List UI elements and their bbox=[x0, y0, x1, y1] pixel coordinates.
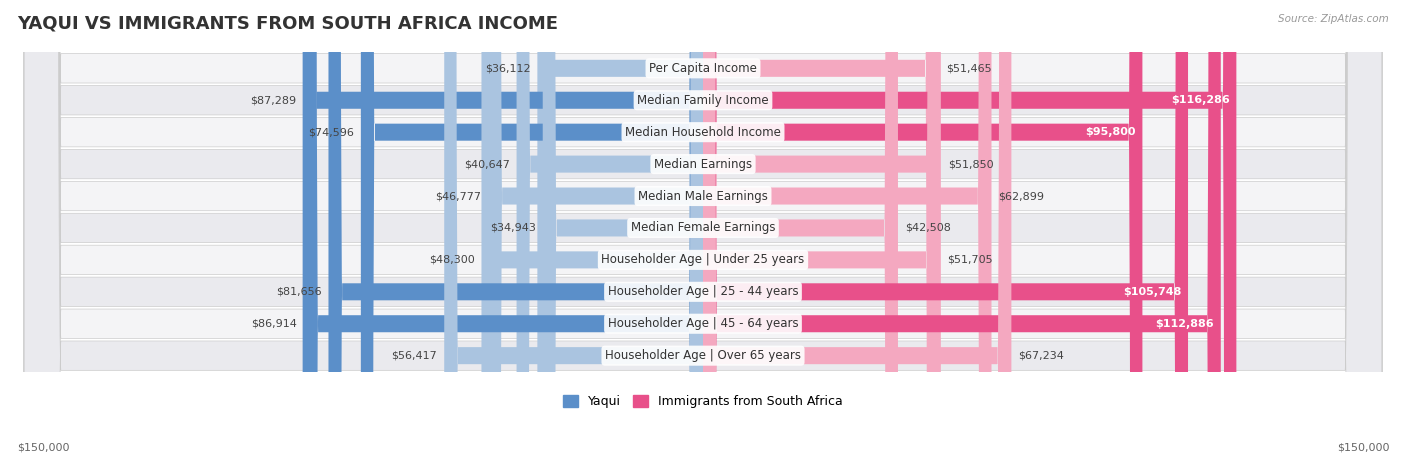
Text: $74,596: $74,596 bbox=[308, 127, 354, 137]
Text: Median Earnings: Median Earnings bbox=[654, 157, 752, 170]
Text: $87,289: $87,289 bbox=[250, 95, 295, 105]
Text: $42,508: $42,508 bbox=[905, 223, 950, 233]
FancyBboxPatch shape bbox=[444, 0, 703, 467]
FancyBboxPatch shape bbox=[703, 0, 1188, 467]
Text: Householder Age | Over 65 years: Householder Age | Over 65 years bbox=[605, 349, 801, 362]
Text: $116,286: $116,286 bbox=[1171, 95, 1229, 105]
Text: Median Female Earnings: Median Female Earnings bbox=[631, 221, 775, 234]
Legend: Yaqui, Immigrants from South Africa: Yaqui, Immigrants from South Africa bbox=[558, 390, 848, 413]
Text: Per Capita Income: Per Capita Income bbox=[650, 62, 756, 75]
FancyBboxPatch shape bbox=[703, 0, 939, 467]
Text: $150,000: $150,000 bbox=[1337, 443, 1389, 453]
FancyBboxPatch shape bbox=[24, 0, 1382, 467]
Text: Median Household Income: Median Household Income bbox=[626, 126, 780, 139]
Text: $62,899: $62,899 bbox=[998, 191, 1045, 201]
Text: $67,234: $67,234 bbox=[1018, 351, 1064, 361]
FancyBboxPatch shape bbox=[516, 0, 703, 467]
FancyBboxPatch shape bbox=[703, 0, 1011, 467]
FancyBboxPatch shape bbox=[703, 0, 1236, 467]
Text: $51,705: $51,705 bbox=[948, 255, 993, 265]
FancyBboxPatch shape bbox=[24, 0, 1382, 467]
Text: YAQUI VS IMMIGRANTS FROM SOUTH AFRICA INCOME: YAQUI VS IMMIGRANTS FROM SOUTH AFRICA IN… bbox=[17, 14, 558, 32]
FancyBboxPatch shape bbox=[24, 0, 1382, 467]
FancyBboxPatch shape bbox=[24, 0, 1382, 467]
FancyBboxPatch shape bbox=[703, 0, 941, 467]
FancyBboxPatch shape bbox=[304, 0, 703, 467]
FancyBboxPatch shape bbox=[329, 0, 703, 467]
FancyBboxPatch shape bbox=[488, 0, 703, 467]
Text: $34,943: $34,943 bbox=[489, 223, 536, 233]
FancyBboxPatch shape bbox=[24, 0, 1382, 467]
Text: $40,647: $40,647 bbox=[464, 159, 510, 169]
Text: Householder Age | 45 - 64 years: Householder Age | 45 - 64 years bbox=[607, 317, 799, 330]
FancyBboxPatch shape bbox=[703, 0, 1143, 467]
Text: Householder Age | Under 25 years: Householder Age | Under 25 years bbox=[602, 254, 804, 266]
Text: $46,777: $46,777 bbox=[436, 191, 482, 201]
FancyBboxPatch shape bbox=[481, 0, 703, 467]
FancyBboxPatch shape bbox=[703, 0, 941, 467]
FancyBboxPatch shape bbox=[543, 0, 703, 467]
Text: Median Family Income: Median Family Income bbox=[637, 94, 769, 107]
Text: $81,656: $81,656 bbox=[276, 287, 322, 297]
Text: $86,914: $86,914 bbox=[252, 319, 298, 329]
FancyBboxPatch shape bbox=[703, 0, 991, 467]
Text: Median Male Earnings: Median Male Earnings bbox=[638, 190, 768, 203]
FancyBboxPatch shape bbox=[361, 0, 703, 467]
Text: $105,748: $105,748 bbox=[1123, 287, 1181, 297]
FancyBboxPatch shape bbox=[24, 0, 1382, 467]
FancyBboxPatch shape bbox=[537, 0, 703, 467]
Text: Source: ZipAtlas.com: Source: ZipAtlas.com bbox=[1278, 14, 1389, 24]
Text: $95,800: $95,800 bbox=[1085, 127, 1136, 137]
FancyBboxPatch shape bbox=[703, 0, 1220, 467]
Text: Householder Age | 25 - 44 years: Householder Age | 25 - 44 years bbox=[607, 285, 799, 298]
Text: $56,417: $56,417 bbox=[392, 351, 437, 361]
Text: $51,850: $51,850 bbox=[948, 159, 993, 169]
Text: $36,112: $36,112 bbox=[485, 64, 530, 73]
Text: $150,000: $150,000 bbox=[17, 443, 69, 453]
Text: $112,886: $112,886 bbox=[1156, 319, 1213, 329]
FancyBboxPatch shape bbox=[24, 0, 1382, 467]
FancyBboxPatch shape bbox=[24, 0, 1382, 467]
FancyBboxPatch shape bbox=[302, 0, 703, 467]
FancyBboxPatch shape bbox=[24, 0, 1382, 467]
FancyBboxPatch shape bbox=[703, 0, 898, 467]
Text: $51,465: $51,465 bbox=[946, 64, 991, 73]
Text: $48,300: $48,300 bbox=[429, 255, 475, 265]
FancyBboxPatch shape bbox=[24, 0, 1382, 467]
